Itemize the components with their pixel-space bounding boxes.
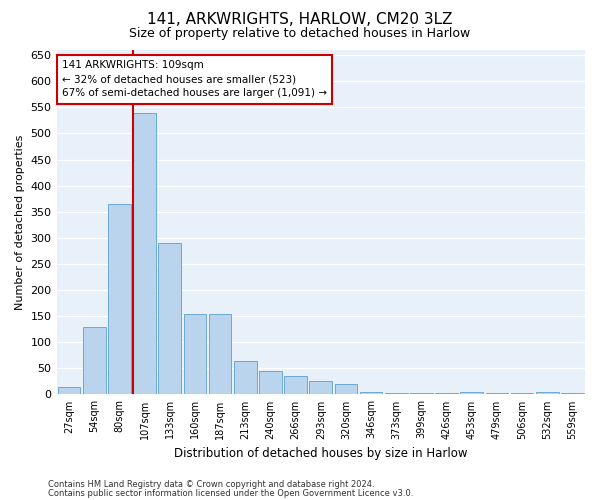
Bar — [83, 326, 106, 394]
Text: 141, ARKWRIGHTS, HARLOW, CM20 3LZ: 141, ARKWRIGHTS, HARLOW, CM20 3LZ — [147, 12, 453, 28]
Bar — [58, 386, 80, 394]
Bar — [133, 112, 156, 394]
Bar — [108, 204, 131, 394]
Text: Contains HM Land Registry data © Crown copyright and database right 2024.: Contains HM Land Registry data © Crown c… — [48, 480, 374, 489]
Bar — [259, 371, 282, 394]
Bar — [536, 392, 559, 394]
Text: Size of property relative to detached houses in Harlow: Size of property relative to detached ho… — [130, 28, 470, 40]
Bar — [310, 382, 332, 394]
Y-axis label: Number of detached properties: Number of detached properties — [15, 134, 25, 310]
Bar — [184, 314, 206, 394]
Bar — [158, 243, 181, 394]
Bar — [234, 360, 257, 394]
X-axis label: Distribution of detached houses by size in Harlow: Distribution of detached houses by size … — [174, 447, 467, 460]
Bar — [209, 314, 232, 394]
Bar — [335, 384, 357, 394]
Bar — [360, 392, 382, 394]
Bar — [460, 392, 483, 394]
Bar — [284, 376, 307, 394]
Text: 141 ARKWRIGHTS: 109sqm
← 32% of detached houses are smaller (523)
67% of semi-de: 141 ARKWRIGHTS: 109sqm ← 32% of detached… — [62, 60, 327, 98]
Text: Contains public sector information licensed under the Open Government Licence v3: Contains public sector information licen… — [48, 489, 413, 498]
